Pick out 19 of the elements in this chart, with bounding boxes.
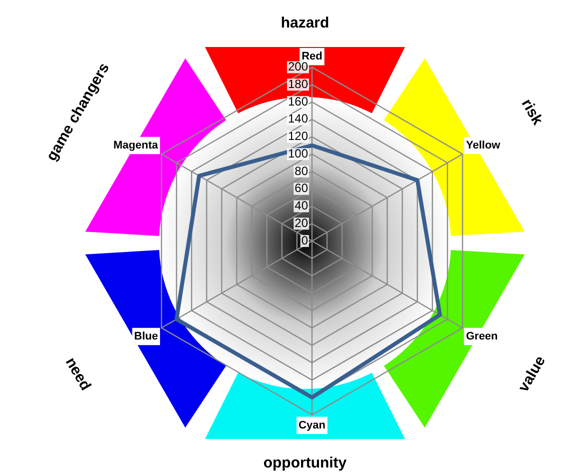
y-tick-label: 80	[294, 164, 308, 178]
spoke-label: Magenta	[113, 140, 159, 152]
spoke-label: Blue	[134, 330, 158, 343]
y-tick-label: 40	[294, 198, 308, 213]
spoke-label: Cyan	[298, 419, 326, 432]
y-tick-label: 20	[294, 216, 308, 230]
y-tick-label: 200	[288, 60, 308, 74]
y-tick-label: 0	[301, 233, 308, 248]
y-tick-label: 140	[288, 112, 308, 126]
y-tick-label: 60	[294, 181, 308, 196]
spoke-label: Yellow	[466, 140, 501, 152]
y-tick-label: 120	[288, 129, 308, 144]
spoke-label: Green	[466, 330, 498, 343]
spoke-label: Red	[302, 50, 322, 63]
text: hazard	[280, 14, 330, 32]
y-tick-label: 180	[288, 76, 308, 91]
text: opportunity	[263, 454, 347, 472]
y-tick-label: 160	[288, 94, 308, 108]
y-tick-label: 100	[288, 146, 308, 160]
